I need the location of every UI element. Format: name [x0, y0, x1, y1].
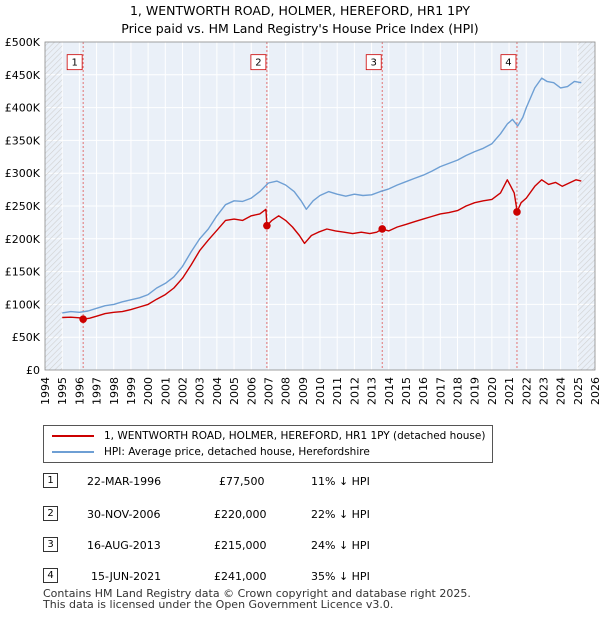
- x-tick-label: 2008: [280, 377, 293, 405]
- x-tick-label: 2018: [452, 377, 465, 405]
- x-tick-label: 2006: [245, 377, 258, 405]
- sale-marker-label: 3: [371, 58, 377, 69]
- sale-number-badge: 4: [43, 568, 58, 583]
- x-tick-label: 1999: [125, 377, 138, 405]
- sale-hpi-diff: 11% ↓ HPI: [311, 475, 370, 488]
- sale-marker-label: 4: [505, 58, 511, 69]
- x-tick-label: 2005: [228, 377, 241, 405]
- x-tick-label: 2009: [297, 377, 310, 405]
- x-tick-label: 2013: [366, 377, 379, 405]
- sale-row: 4 15-JUN-2021 £241,000 35% ↓ HPI: [43, 568, 443, 586]
- sale-marker-badge: [250, 54, 267, 71]
- series-line-property: [62, 179, 582, 320]
- x-tick-label: 2019: [469, 377, 482, 405]
- sale-point: [513, 208, 521, 216]
- x-tick-label: 2016: [417, 377, 430, 405]
- x-tick-label: 2017: [434, 377, 447, 405]
- legend-item-hpi: HPI: Average price, detached house, Here…: [52, 444, 370, 460]
- sale-date: 15-JUN-2021: [91, 570, 162, 583]
- x-tick-label: 2025: [572, 377, 585, 405]
- x-tick-label: 2020: [486, 377, 499, 405]
- legend-label-property: 1, WENTWORTH ROAD, HOLMER, HEREFORD, HR1…: [104, 430, 486, 442]
- price-chart: 1, WENTWORTH ROAD, HOLMER, HEREFORD, HR1…: [5, 3, 600, 405]
- x-tick-label: 1998: [108, 377, 121, 405]
- y-tick-label: £200K: [5, 233, 41, 246]
- sale-marker-badge: [500, 54, 517, 71]
- legend-label-hpi: HPI: Average price, detached house, Here…: [104, 446, 370, 458]
- sale-date: 22-MAR-1996: [87, 475, 162, 488]
- sale-date: 30-NOV-2006: [87, 508, 161, 521]
- sale-point: [79, 315, 87, 323]
- sale-price: £77,500: [219, 475, 265, 488]
- y-tick-label: £0: [26, 364, 40, 377]
- y-tick-label: £250K: [5, 200, 41, 213]
- x-tick-label: 2001: [159, 377, 172, 405]
- footer-attribution: Contains HM Land Registry data © Crown c…: [43, 588, 471, 610]
- y-tick-label: £150K: [5, 266, 41, 279]
- sale-point: [263, 221, 271, 230]
- sale-row: 1 22-MAR-1996 £77,500 11% ↓ HPI: [43, 473, 443, 491]
- sale-row: 3 16-AUG-2013 £215,000 24% ↓ HPI: [43, 537, 443, 555]
- y-tick-label: £350K: [5, 134, 41, 147]
- chart-subtitle: Price paid vs. HM Land Registry's House …: [121, 21, 478, 36]
- x-tick-label: 2000: [142, 377, 155, 405]
- x-tick-label: 2002: [177, 377, 190, 405]
- sale-number-badge: 1: [43, 473, 58, 488]
- sale-hpi-diff: 24% ↓ HPI: [311, 539, 370, 552]
- x-tick-label: 1996: [73, 377, 86, 405]
- x-tick-label: 2014: [383, 377, 396, 405]
- y-tick-label: £500K: [5, 36, 41, 49]
- chart-title: 1, WENTWORTH ROAD, HOLMER, HEREFORD, HR1…: [130, 3, 470, 18]
- series-line-hpi: [62, 77, 582, 314]
- chart-legend: 1, WENTWORTH ROAD, HOLMER, HEREFORD, HR1…: [43, 425, 493, 463]
- sale-number-badge: 2: [43, 506, 58, 521]
- y-tick-label: £50K: [12, 331, 41, 344]
- plot-border: [44, 41, 596, 371]
- x-tick-label: 2023: [537, 377, 550, 405]
- sale-price: £215,000: [214, 539, 267, 552]
- sale-marker-label: 1: [71, 58, 77, 69]
- x-tick-label: 1997: [91, 377, 104, 405]
- legend-swatch-hpi: [52, 451, 94, 453]
- sale-row: 2 30-NOV-2006 £220,000 22% ↓ HPI: [43, 506, 443, 524]
- x-tick-label: 1995: [56, 377, 69, 405]
- x-tick-label: 2022: [520, 377, 533, 405]
- x-tick-label: 2012: [348, 377, 361, 405]
- legend-item-property: 1, WENTWORTH ROAD, HOLMER, HEREFORD, HR1…: [52, 428, 485, 444]
- x-tick-label: 1994: [39, 377, 52, 405]
- x-tick-label: 2021: [503, 377, 516, 405]
- x-tick-label: 2010: [314, 377, 327, 405]
- x-tick-label: 2015: [400, 377, 413, 405]
- sale-price: £241,000: [214, 570, 267, 583]
- sale-point: [378, 225, 387, 233]
- sale-date: 16-AUG-2013: [87, 539, 161, 552]
- hatch-region-before: [45, 42, 63, 370]
- y-tick-label: £400K: [5, 102, 41, 115]
- hatch-region-after: [577, 42, 595, 370]
- footer-line-licence: This data is licensed under the Open Gov…: [43, 598, 394, 611]
- x-tick-label: 2004: [211, 377, 224, 405]
- x-tick-label: 2007: [262, 377, 275, 405]
- sale-hpi-diff: 22% ↓ HPI: [311, 508, 370, 521]
- sale-hpi-diff: 35% ↓ HPI: [311, 570, 370, 583]
- x-tick-label: 2024: [555, 377, 568, 405]
- sale-marker-badge: [365, 54, 382, 71]
- y-tick-label: £300K: [5, 167, 41, 180]
- sale-number-badge: 3: [43, 537, 58, 552]
- footer-line-copyright: Contains HM Land Registry data © Crown c…: [43, 587, 471, 600]
- x-tick-label: 2003: [194, 377, 207, 405]
- sale-price: £220,000: [214, 508, 267, 521]
- sale-marker-label: 2: [255, 58, 261, 69]
- y-tick-label: £450K: [5, 69, 41, 82]
- sale-marker-badge: [66, 54, 83, 71]
- y-tick-label: £100K: [5, 298, 41, 311]
- legend-swatch-property: [52, 435, 94, 437]
- x-tick-label: 2011: [331, 377, 344, 405]
- x-tick-label: 2026: [589, 377, 600, 405]
